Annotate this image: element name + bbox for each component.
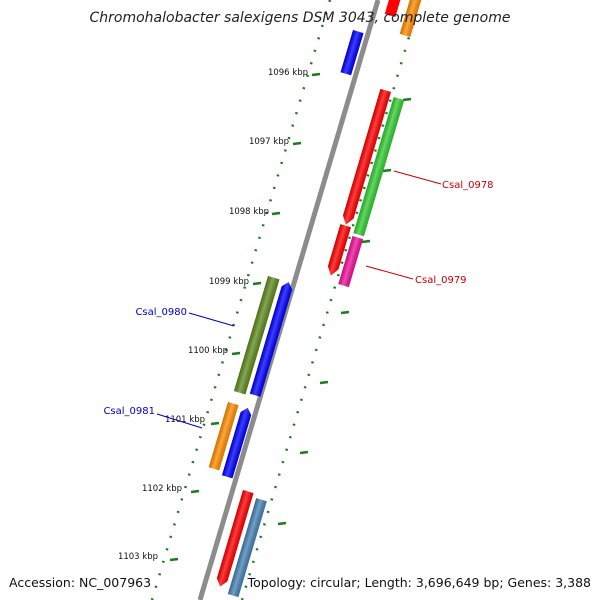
gene-label-csal-0979[interactable]: Csal_0979 [415, 275, 467, 286]
tick-label: 1103 kbp [118, 552, 158, 562]
tick-label: 1102 kbp [142, 484, 182, 494]
genome-summary: Topology: circular; Length: 3,696,649 bp… [247, 575, 591, 590]
leader-line-csal-0978 [393, 170, 442, 185]
gene-label-csal-0981[interactable]: Csal_0981 [103, 406, 155, 417]
scale-line-left [150, 0, 332, 600]
genes [208, 0, 431, 598]
leader-line-csal-0981 [156, 413, 203, 429]
tick-label: 1097 kbp [249, 137, 289, 147]
map-title: Chromohalobacter salexigens DSM 3043, co… [89, 10, 511, 26]
scale-line-right [240, 0, 422, 600]
tick-label: 1099 kbp [209, 277, 249, 287]
major-ticks [169, 72, 412, 562]
leader-line-csal-0979 [365, 265, 414, 280]
gene-label-csal-0980[interactable]: Csal_0980 [135, 307, 187, 318]
gene-label-csal-0978[interactable]: Csal_0978 [442, 180, 494, 191]
tick-label: 1096 kbp [268, 68, 308, 78]
tick-label: 1100 kbp [188, 346, 228, 356]
tick-label: 1098 kbp [229, 207, 269, 217]
leader-line-csal-0980 [188, 312, 235, 327]
tick-label: 1101 kbp [165, 415, 205, 425]
gene-red-top[interactable] [384, 0, 411, 17]
accession-label: Accession: NC_007963 [9, 575, 152, 590]
